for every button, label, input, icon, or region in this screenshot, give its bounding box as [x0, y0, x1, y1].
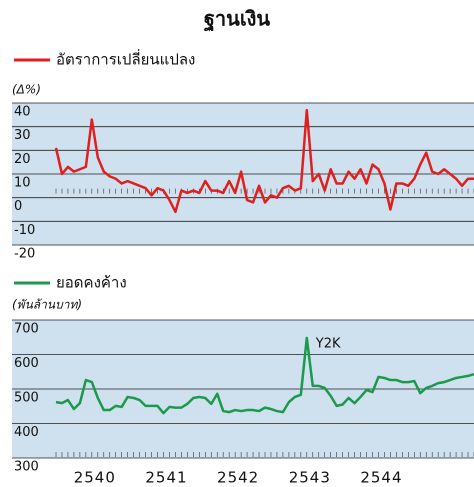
x-tick-label: 2542 — [217, 469, 259, 487]
legend-label: ยอดคงค้าง — [56, 274, 127, 292]
x-tick-label: 2543 — [289, 469, 331, 487]
x-tick-label: 2544 — [360, 469, 402, 487]
y-tick-label: 30 — [14, 128, 31, 143]
y-tick-label: -20 — [14, 247, 35, 262]
y-axis-label: (Δ%) — [12, 83, 41, 97]
y-axis-label: (พันล้านบาท) — [12, 298, 82, 312]
chart-title: ฐานเงิน — [204, 7, 271, 33]
y-tick-label: 500 — [14, 391, 39, 406]
y-tick-label: 700 — [14, 322, 39, 337]
y-tick-label: 0 — [14, 199, 22, 214]
x-tick-label: 2540 — [74, 469, 116, 487]
x-tick-label: 2541 — [145, 469, 187, 487]
y-tick-label: 300 — [14, 460, 39, 475]
y-tick-label: 20 — [14, 152, 31, 167]
legend-label: อัตราการเปลี่ยนแปลง — [56, 49, 195, 69]
data-line — [54, 108, 474, 214]
y-tick-label: 10 — [14, 176, 31, 191]
annotation: Y2K — [315, 336, 341, 351]
data-line — [55, 336, 474, 415]
y-tick-label: 600 — [14, 356, 39, 371]
y-tick-label: 400 — [14, 425, 39, 440]
y-tick-label: -10 — [14, 223, 35, 238]
y-tick-label: 40 — [14, 105, 31, 120]
